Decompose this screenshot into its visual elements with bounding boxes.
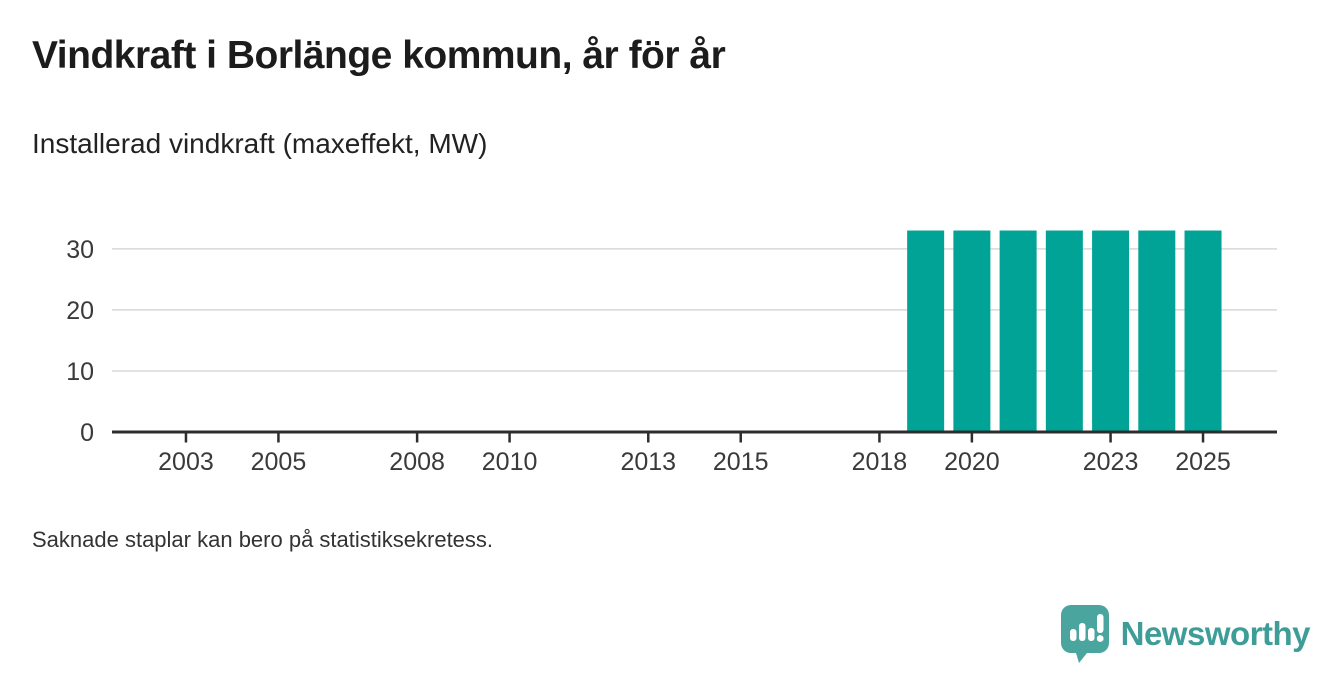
bar-2024 — [1138, 230, 1176, 432]
bar-2023 — [1092, 230, 1130, 432]
x-tick-label-2003: 2003 — [158, 448, 214, 476]
newsworthy-wordmark: Newsworthy — [1120, 615, 1311, 652]
x-tick-label-2005: 2005 — [251, 448, 307, 476]
bar-2020 — [953, 230, 991, 432]
x-tick-label-2020: 2020 — [944, 448, 1000, 476]
y-tick-label-20: 20 — [66, 297, 94, 325]
x-tick-label-2025: 2025 — [1175, 448, 1231, 476]
chart-footnote: Saknade staplar kan bero på statistiksek… — [32, 527, 494, 552]
y-tick-label-0: 0 — [80, 419, 94, 447]
bar-2021 — [999, 230, 1037, 432]
x-tick-label-2023: 2023 — [1083, 448, 1139, 476]
x-tick-label-2015: 2015 — [713, 448, 769, 476]
chart-title: Vindkraft i Borlänge kommun, år för år — [32, 34, 726, 77]
x-tick-label-2008: 2008 — [389, 448, 445, 476]
bar-2025 — [1184, 230, 1222, 432]
chart-subtitle: Installerad vindkraft (maxeffekt, MW) — [32, 128, 488, 159]
bar-chart: 0 10 20 30 2003 2005 2008 2010 2013 2015 2018 2020 2… — [66, 230, 1277, 476]
y-tick-label-10: 10 — [66, 358, 94, 386]
bar-2022 — [1045, 230, 1083, 432]
x-tick-label-2010: 2010 — [482, 448, 538, 476]
newsworthy-logo-icon — [1060, 605, 1109, 663]
y-tick-label-30: 30 — [66, 236, 94, 264]
bar-2019 — [907, 230, 945, 432]
x-tick-label-2013: 2013 — [620, 448, 676, 476]
newsworthy-branding: Newsworthy — [1060, 605, 1311, 663]
x-tick-label-2018: 2018 — [852, 448, 908, 476]
